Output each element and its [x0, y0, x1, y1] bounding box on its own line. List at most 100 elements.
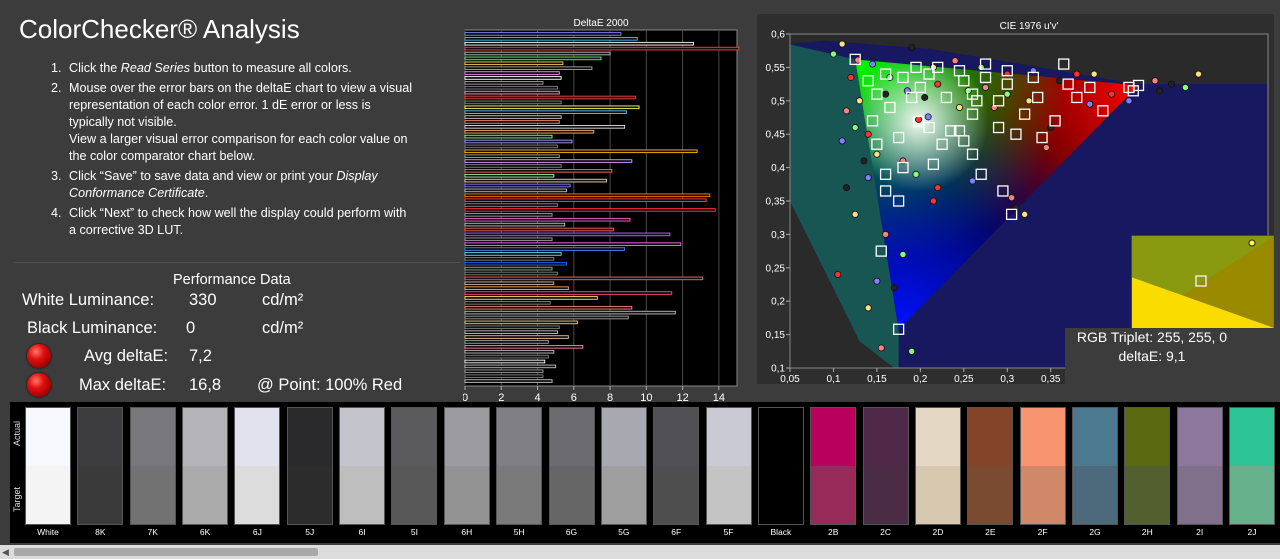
- deltae-bar: [464, 32, 622, 36]
- color-patch[interactable]: [600, 407, 647, 525]
- color-patch[interactable]: [77, 407, 124, 525]
- scroll-left-icon[interactable]: ◀: [2, 547, 9, 557]
- deltae-bar: [464, 345, 584, 349]
- deltae-chart-svg: DeltaE 2000 0 2 4 6 8 10 12 14: [462, 14, 740, 406]
- cie-measured-point: [1025, 97, 1033, 105]
- horizontal-scrollbar[interactable]: ◀: [0, 545, 1280, 559]
- deltae-bar: [464, 364, 557, 369]
- cie-measured-point: [934, 80, 942, 88]
- scrollbar-thumb[interactable]: [14, 548, 318, 556]
- cie-measured-point: [838, 137, 846, 145]
- patch-label: 7K: [147, 527, 158, 537]
- patch-actual-swatch: [706, 408, 751, 466]
- color-patch[interactable]: [1072, 407, 1118, 525]
- cie-measured-point: [1042, 144, 1050, 152]
- patch-actual-swatch: [1125, 408, 1170, 466]
- cie-target-marker: [892, 131, 905, 144]
- color-comparator[interactable]: Actual Target White 8K 7K 6K 6J 5J 6I 5I 6H 5H 6G 5…: [10, 402, 1280, 543]
- cie-measured-point: [1086, 100, 1094, 108]
- patch-label: White: [37, 527, 59, 537]
- color-patch[interactable]: [757, 407, 804, 525]
- cie-target-marker: [875, 245, 887, 257]
- deltae-tick-label: 6: [571, 392, 577, 404]
- deltae-chart[interactable]: DeltaE 2000 0 2 4 6 8 10 12 14: [462, 14, 740, 406]
- patch-actual-swatch: [758, 408, 803, 466]
- cie-chart[interactable]: CIE 1976 u'v' 0,05 0,1 0,15 0,2 0,25 0,3 0,35 0,…: [757, 14, 1275, 385]
- color-patch[interactable]: [391, 407, 438, 525]
- cie-target-marker: [966, 88, 979, 100]
- color-patch[interactable]: [967, 407, 1014, 525]
- color-patch[interactable]: [705, 407, 752, 525]
- patch-actual-swatch: [287, 408, 332, 466]
- cie-target-marker: [945, 125, 957, 137]
- color-patch[interactable]: [496, 407, 543, 525]
- patch-label: 6I: [358, 527, 366, 537]
- cie-measured-point: [908, 43, 916, 51]
- cie-target-marker: [1071, 91, 1083, 104]
- deltae-bar: [464, 232, 671, 237]
- patch-actual-swatch: [811, 408, 856, 466]
- color-patch[interactable]: [286, 407, 333, 525]
- patch-target-swatch: [497, 466, 542, 524]
- color-patch[interactable]: [548, 407, 595, 525]
- color-patch[interactable]: [443, 407, 490, 525]
- deltae-bar: [464, 71, 560, 75]
- cie-target-marker: [1019, 108, 1031, 120]
- cie-inset-measured-point: [1248, 239, 1256, 247]
- instruction-step: 1. Click the Read Series button to measur…: [49, 60, 461, 77]
- cie-x-tick-label: 0,05: [780, 374, 800, 384]
- patch-actual-swatch: [235, 408, 280, 466]
- color-patch[interactable]: [1229, 407, 1276, 525]
- patch-label: 2F: [1037, 527, 1048, 537]
- deltae-bar: [464, 159, 633, 163]
- deltae-bar: [464, 310, 676, 315]
- cie-measured-point: [1090, 70, 1098, 78]
- cie-measured-point: [908, 347, 916, 355]
- target-row-label: Target: [12, 486, 22, 512]
- color-patch[interactable]: [25, 407, 71, 525]
- color-patch[interactable]: [810, 407, 857, 525]
- cie-measured-point: [882, 90, 890, 98]
- color-patch[interactable]: [914, 407, 961, 525]
- patch-label: 2D: [932, 527, 944, 537]
- patch-target-swatch: [78, 466, 123, 524]
- patch-target-swatch: [915, 466, 960, 524]
- deltae-tick-label: 0: [463, 392, 468, 404]
- cie-target-marker: [923, 68, 935, 80]
- patch-label: 2H: [1141, 527, 1153, 537]
- cie-target-marker: [979, 71, 992, 84]
- deltae-bar: [464, 349, 555, 354]
- color-patch[interactable]: [1019, 407, 1066, 525]
- color-patch[interactable]: [653, 407, 700, 525]
- deltae-bar: [464, 296, 598, 300]
- patch-target-swatch: [1230, 466, 1275, 524]
- cie-y-tick-label: 0,4: [771, 163, 785, 174]
- cie-target-marker: [912, 115, 925, 128]
- color-patch[interactable]: [339, 407, 386, 525]
- deltae-bar: [464, 41, 694, 46]
- color-patch[interactable]: [1176, 407, 1223, 525]
- color-patch[interactable]: [1124, 407, 1171, 525]
- instruction-number: 2.: [51, 81, 62, 95]
- patch-actual-swatch: [1073, 408, 1117, 466]
- cie-measured-point: [1194, 70, 1202, 78]
- color-patch[interactable]: [182, 407, 229, 525]
- cie-measured-point: [951, 57, 959, 65]
- color-patch[interactable]: [234, 407, 281, 525]
- instruction-line: Click “Save” to save data and view or pr…: [69, 169, 378, 183]
- cie-measured-point: [934, 184, 942, 192]
- patch-target-swatch: [26, 466, 70, 524]
- patch-target-swatch: [758, 466, 803, 524]
- cie-measured-point: [829, 50, 837, 58]
- color-patch[interactable]: [862, 407, 909, 525]
- deltae-bar: [464, 252, 562, 256]
- rgb-triplet-label: RGB Triplet:: [1076, 329, 1154, 345]
- avg-deltae-label: Avg deltaE:: [84, 347, 169, 365]
- deltae-bar: [464, 169, 613, 173]
- cie-inset-target-marker: [1195, 275, 1207, 287]
- cie-measured-point: [1155, 87, 1163, 95]
- deltae-bar: [464, 164, 562, 168]
- color-patch[interactable]: [129, 407, 176, 525]
- patch-target-swatch: [549, 466, 594, 524]
- deltae-bar: [464, 213, 553, 217]
